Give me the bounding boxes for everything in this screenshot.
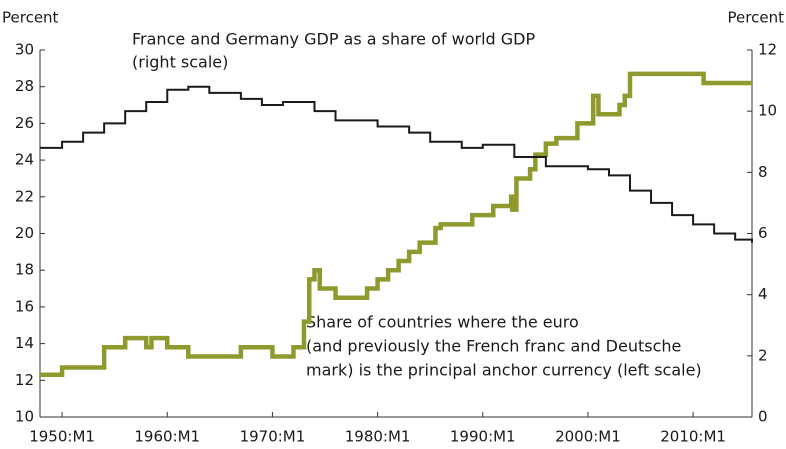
y-tick-label: 20 bbox=[15, 224, 34, 242]
y2-tick-label: 10 bbox=[758, 102, 777, 120]
y-tick-label: 30 bbox=[15, 41, 34, 59]
y2-tick-label: 2 bbox=[758, 346, 768, 364]
x-tick-label: 2010:M1 bbox=[660, 428, 726, 446]
annotation: (and previously the French franc and Deu… bbox=[306, 337, 681, 356]
y-tick-label: 28 bbox=[15, 77, 34, 95]
y-tick-label: 10 bbox=[15, 408, 34, 426]
y2-axis-label: Percent bbox=[728, 9, 785, 27]
series-line bbox=[40, 71, 752, 378]
annotation: (right scale) bbox=[132, 53, 228, 72]
y-tick-label: 14 bbox=[15, 334, 34, 352]
annotation: France and Germany GDP as a share of wor… bbox=[132, 30, 535, 49]
y2-tick-label: 12 bbox=[758, 41, 777, 59]
y2-tick-label: 4 bbox=[758, 285, 768, 303]
annotation: mark) is the principal anchor currency (… bbox=[306, 361, 702, 380]
x-tick-label: 1950:M1 bbox=[29, 428, 95, 446]
x-tick-label: 1970:M1 bbox=[240, 428, 306, 446]
y2-tick-label: 8 bbox=[758, 163, 768, 181]
y-tick-label: 12 bbox=[15, 371, 34, 389]
y-tick-label: 18 bbox=[15, 261, 34, 279]
y-tick-label: 24 bbox=[15, 151, 34, 169]
x-tick-label: 1980:M1 bbox=[345, 428, 411, 446]
series-line bbox=[40, 85, 753, 243]
x-tick-label: 2000:M1 bbox=[555, 428, 621, 446]
annotation: Share of countries where the euro bbox=[306, 313, 579, 332]
y-axis-label: Percent bbox=[2, 9, 59, 27]
y2-tick-label: 0 bbox=[758, 408, 768, 426]
y-tick-label: 26 bbox=[15, 114, 34, 132]
y-tick-label: 16 bbox=[15, 297, 34, 315]
y-tick-label: 22 bbox=[15, 187, 34, 205]
x-tick-label: 1990:M1 bbox=[450, 428, 516, 446]
x-tick-label: 1960:M1 bbox=[134, 428, 200, 446]
y2-tick-label: 6 bbox=[758, 224, 768, 242]
